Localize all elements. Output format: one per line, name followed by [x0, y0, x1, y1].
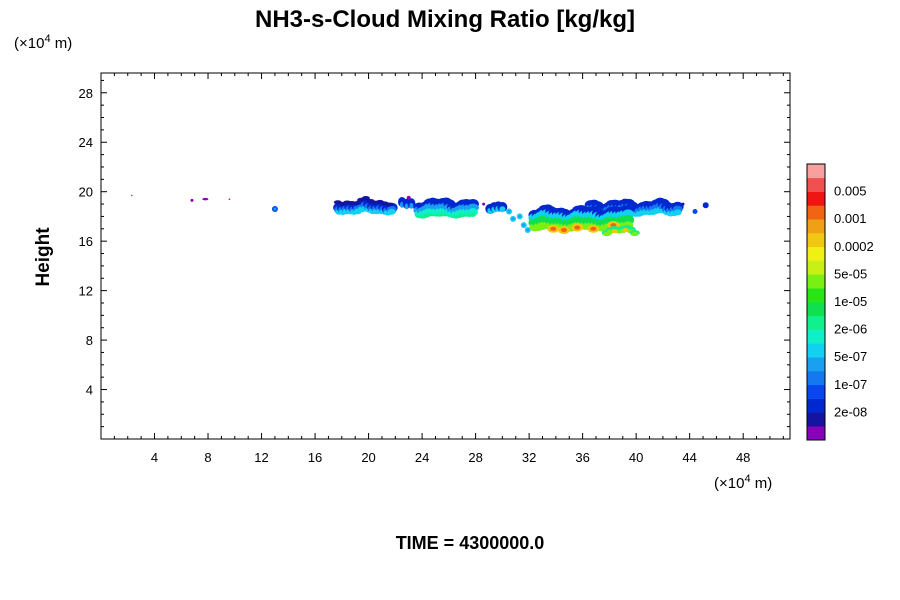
- cloud-cell-isolated-core: [518, 214, 522, 218]
- colorbar-swatch: [807, 357, 825, 372]
- x-tick-label: 32: [522, 450, 536, 465]
- colorbar-swatch: [807, 233, 825, 248]
- cloud-cell-peak-core: [560, 228, 567, 233]
- plot-frame: [100, 72, 791, 440]
- colorbar-tick-label: 5e-07: [834, 349, 867, 364]
- colorbar-frame: [806, 163, 826, 441]
- y-tick-label: 20: [79, 185, 93, 200]
- colorbar-swatch: [807, 398, 825, 413]
- colorbar-swatch: [807, 246, 825, 261]
- colorbar-swatch: [807, 315, 825, 330]
- x-tick-label: 24: [415, 450, 429, 465]
- y-axis-scale-unit: (×104 m): [14, 33, 72, 52]
- cloud-cell-peak-core: [590, 226, 597, 231]
- colorbar-swatch: [807, 343, 825, 358]
- colorbar-swatch: [807, 371, 825, 386]
- cloud-cell-inner: [499, 206, 506, 213]
- cloud-cell-isolated: [692, 208, 698, 214]
- cloud-edge: [361, 196, 370, 201]
- cloud-cell-isolated-core: [511, 217, 515, 221]
- cloud-trace: [406, 195, 411, 200]
- colorbar: 2e-08 1e-07 5e-07 2e-06 1e-05 5e-05 0.0002 0.00…: [806, 163, 874, 441]
- colorbar-swatch: [807, 412, 825, 427]
- cloud-cell-isolated-core: [522, 223, 526, 227]
- colorbar-swatch: [807, 164, 825, 179]
- colorbar-swatch: [807, 177, 825, 192]
- x-tick-label: 40: [629, 450, 643, 465]
- colorbar-swatch: [807, 426, 825, 441]
- cloud-cell-peak-core: [550, 226, 557, 231]
- x-tick-label: 20: [361, 450, 375, 465]
- colorbar-swatch: [807, 288, 825, 303]
- cloud-cell-peak: [611, 229, 618, 234]
- x-tick-label: 28: [468, 450, 482, 465]
- colorbar-tick-label: 1e-07: [834, 377, 867, 392]
- colorbar-swatch: [807, 384, 825, 399]
- colorbar-tick-label: 5e-05: [834, 266, 867, 281]
- colorbar-swatch: [807, 205, 825, 220]
- cloud-cell-peak-core: [574, 225, 581, 230]
- x-tick-label: 4: [151, 450, 158, 465]
- cloud-cell-isolated: [702, 202, 709, 209]
- cloud-edge: [385, 202, 394, 207]
- colorbar-tick-label: 0.001: [834, 211, 867, 226]
- x-tick-label: 12: [254, 450, 268, 465]
- cloud-cell-isolated-core: [273, 207, 277, 211]
- colorbar-swatch: [807, 329, 825, 344]
- cloud-cell-isolated-core: [507, 209, 511, 213]
- y-tick-label: 12: [79, 284, 93, 299]
- colorbar-tick-label: 0.0002: [834, 239, 874, 254]
- x-axis-scale-unit: (×104 m): [714, 473, 772, 492]
- cloud-cell-inner: [387, 208, 396, 215]
- cloud-cell-peak: [622, 228, 629, 233]
- cloud-field: [131, 194, 709, 237]
- x-tick-label: 48: [736, 450, 750, 465]
- cloud-cell-isolated-core: [526, 228, 530, 232]
- cloud-trace: [190, 198, 194, 202]
- colorbar-swatch: [807, 191, 825, 206]
- cloud-cell-mid: [409, 202, 414, 209]
- y-axis-label: Height: [33, 227, 54, 287]
- y-tick-label: 28: [79, 86, 93, 101]
- colorbar-swatch: [807, 274, 825, 289]
- y-tick-label: 24: [79, 135, 93, 150]
- colorbar-tick-label: 1e-05: [834, 294, 867, 309]
- y-tick-label: 4: [86, 383, 93, 398]
- y-tick-label: 8: [86, 333, 93, 348]
- cloud-trace: [681, 202, 685, 206]
- cloud-cell-core: [469, 212, 476, 217]
- colorbar-swatch: [807, 260, 825, 275]
- x-tick-label: 44: [682, 450, 696, 465]
- cloud-cell-inner: [673, 209, 682, 216]
- colorbar-tick-label: 2e-08: [834, 404, 867, 419]
- chart-title: NH3-s-Cloud Mixing Ratio [kg/kg]: [255, 6, 635, 33]
- cloud-edge: [352, 201, 361, 206]
- cloud-trace: [482, 202, 486, 206]
- x-tick-label: 16: [308, 450, 322, 465]
- colorbar-swatch: [807, 219, 825, 234]
- cloud-cell-inner: [630, 232, 639, 237]
- x-axis-ticks: 4 8 12 16 20 24 28 32 36 40 44 48: [113, 73, 784, 465]
- x-tick-label: 8: [204, 450, 211, 465]
- x-tick-label: 36: [575, 450, 589, 465]
- colorbar-swatch: [807, 302, 825, 317]
- cloud-trace: [228, 198, 231, 200]
- cloud-trace: [131, 194, 133, 197]
- colorbar-tick-label: 2e-06: [834, 322, 867, 337]
- y-tick-label: 16: [79, 234, 93, 249]
- time-label: TIME = 4300000.0: [396, 533, 545, 553]
- y-axis-ticks: 4 8 12 16 20 24 28: [79, 79, 790, 428]
- colorbar-tick-label: 0.005: [834, 184, 867, 199]
- cloud-trace: [202, 197, 209, 201]
